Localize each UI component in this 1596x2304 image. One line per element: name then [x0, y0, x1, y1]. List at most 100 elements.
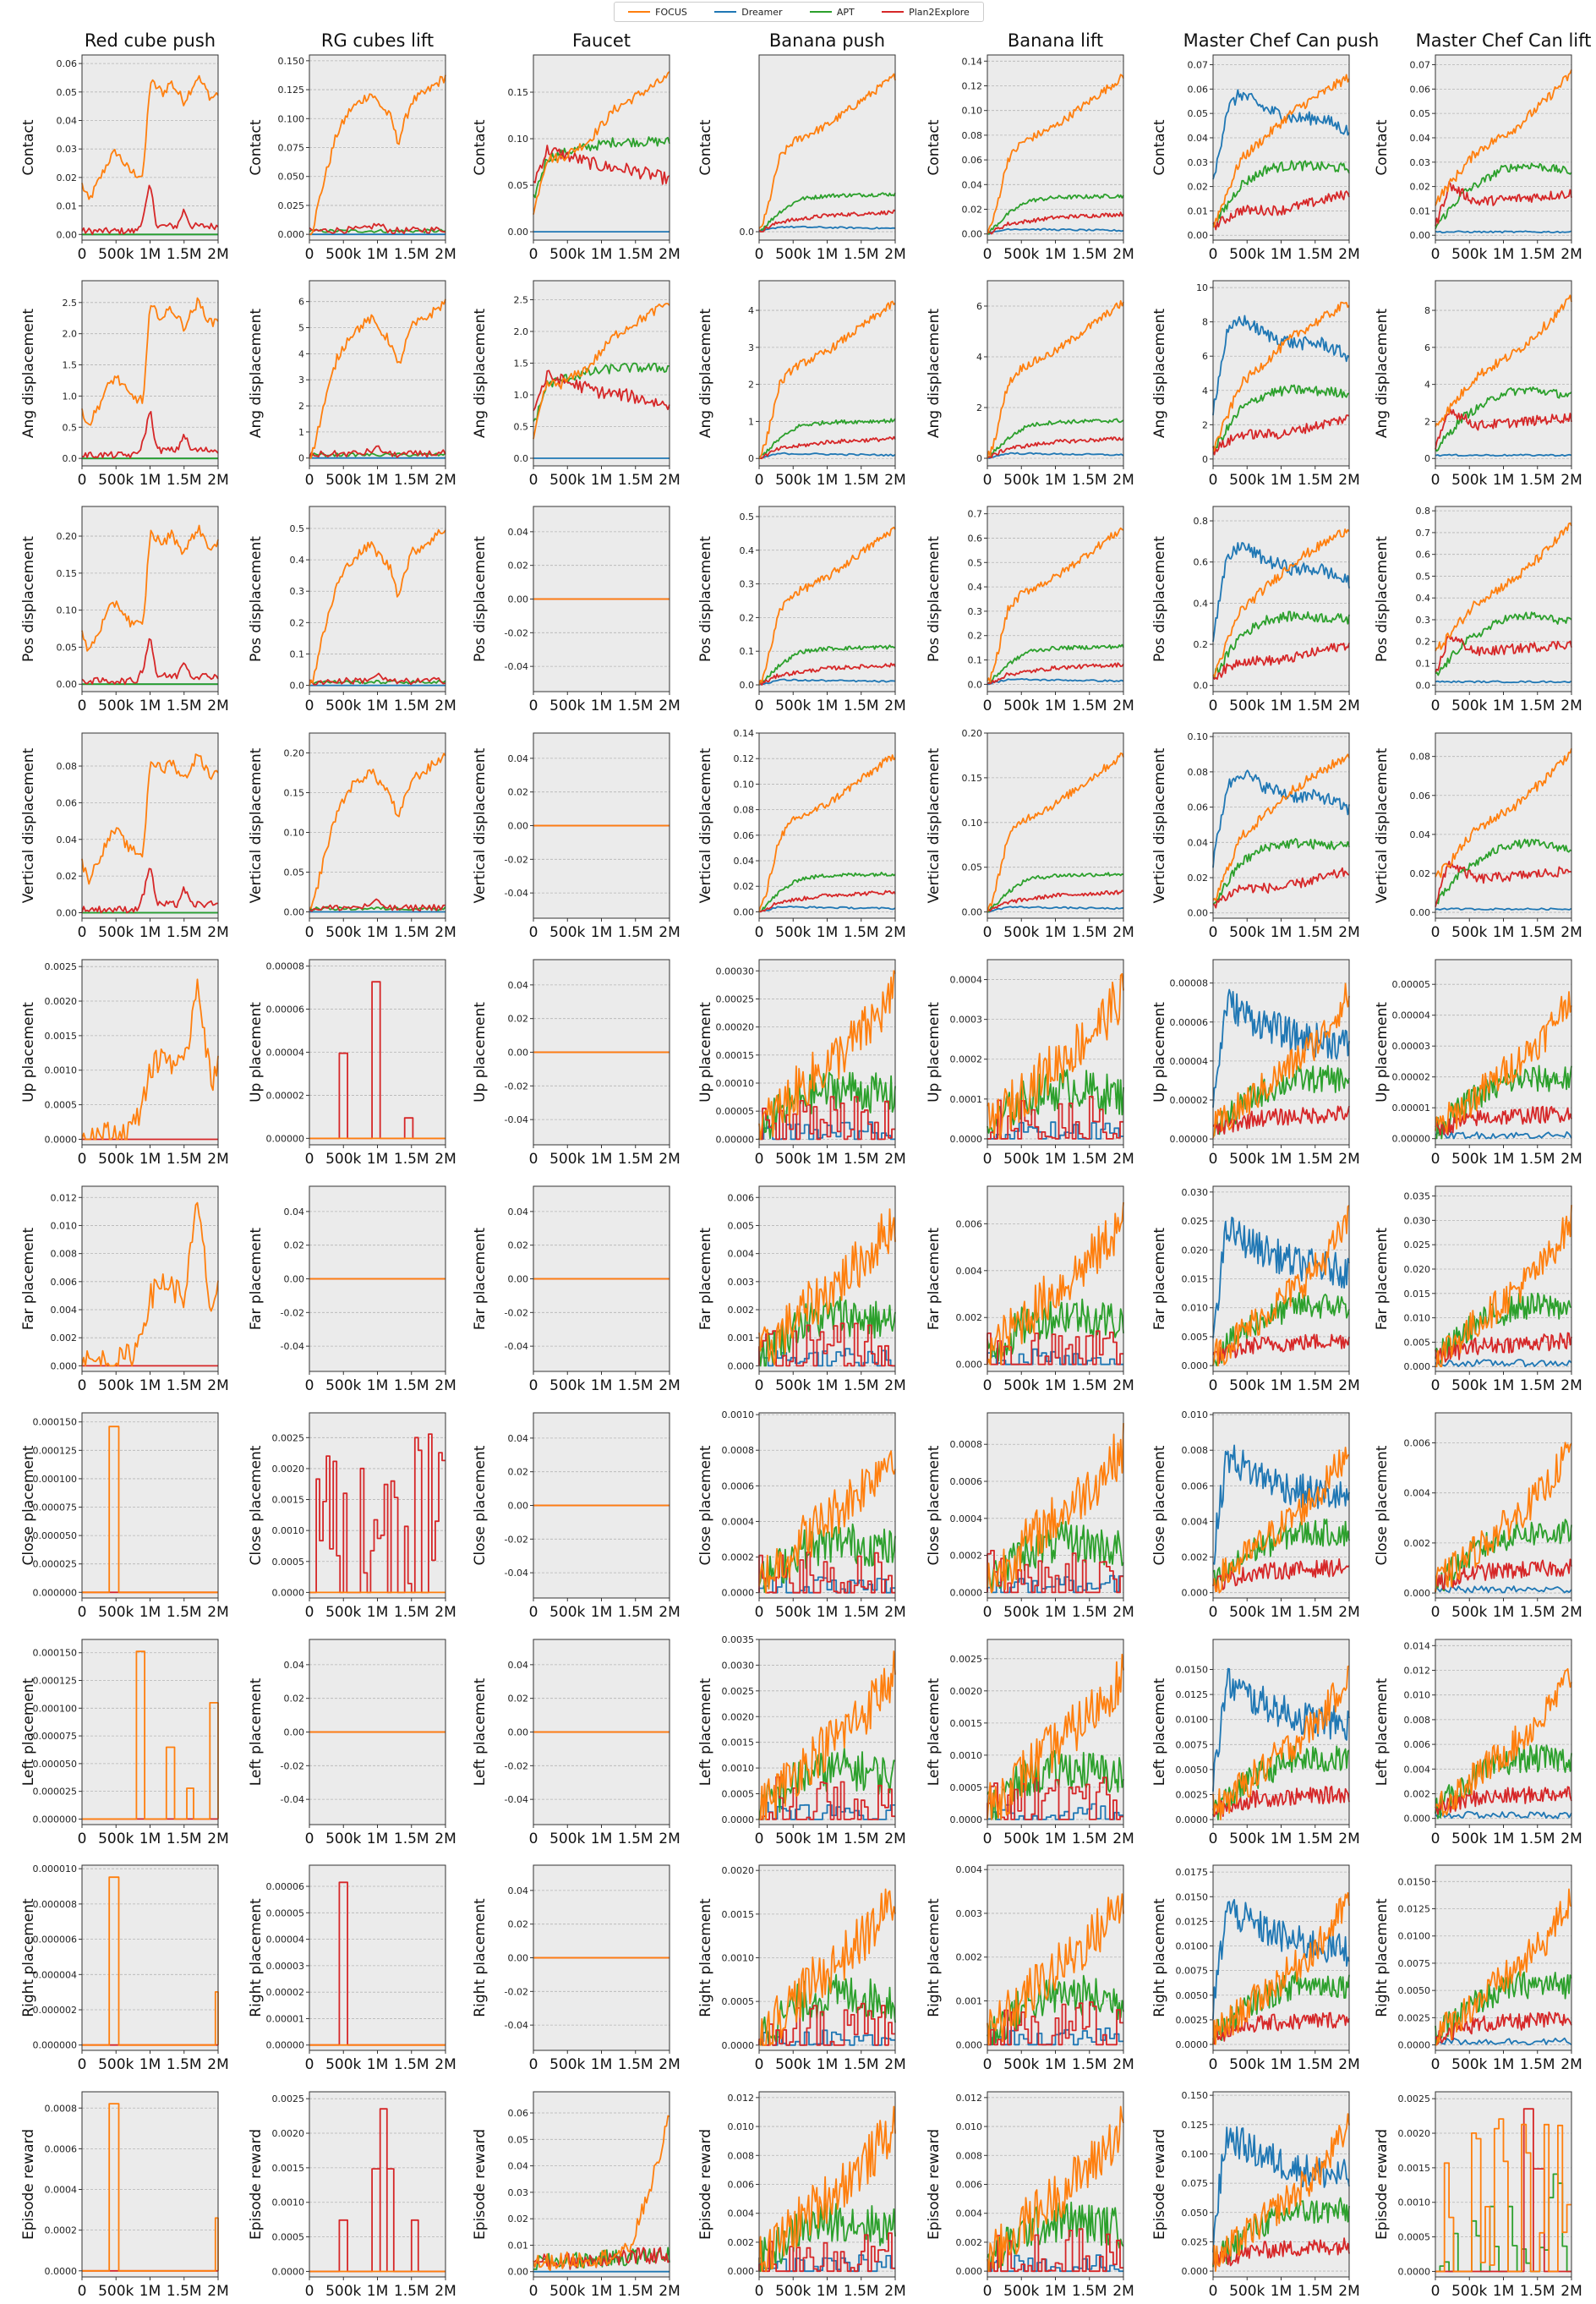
y-axis-label: Right placement [248, 1898, 265, 2017]
y-tick-label: 0.000 [728, 2266, 755, 2277]
x-tick-label: 1.5M [618, 1151, 653, 1168]
panel-frame [758, 1412, 896, 1599]
y-tick-label: 0.06 [1410, 84, 1431, 95]
series-plan2explore [987, 1776, 1123, 1820]
series-plan2explore [81, 867, 219, 914]
x-tick-label: 1M [1271, 2056, 1292, 2073]
y-tick-label: 0.000010 [33, 1863, 78, 1874]
x-tick-label: 500k [1229, 1377, 1265, 1394]
y-tick-label: 0.0075 [1176, 1739, 1209, 1750]
y-tick-label: 1.0 [514, 390, 529, 401]
x-tick-label: 500k [1003, 2283, 1039, 2300]
y-tick-label: 0.00 [508, 821, 529, 832]
y-tick-label: 3 [298, 375, 304, 386]
x-tick-label: 1.5M [1298, 472, 1333, 489]
y-tick-label: 0.000050 [33, 1759, 78, 1770]
series-focus [987, 300, 1124, 459]
x-tick-label: 0 [305, 2283, 314, 2300]
x-tick-label: 500k [1451, 2283, 1487, 2300]
y-tick-label: 0.10 [57, 605, 78, 616]
panel-frame [1212, 732, 1350, 919]
x-tick-label: 2M [1338, 1604, 1359, 1621]
x-tick-label: 0 [1431, 472, 1440, 489]
panel-frame [987, 506, 1124, 692]
y-tick-label: 0.0005 [45, 1100, 78, 1111]
x-tick-label: 1.5M [1520, 2283, 1555, 2300]
x-tick-label: 2M [1338, 1831, 1359, 1847]
series-focus [1212, 528, 1350, 677]
y-tick-label: 0.015 [1404, 1289, 1431, 1300]
x-tick-label: 0 [1431, 2283, 1440, 2300]
y-tick-label: 0.2 [740, 612, 755, 623]
y-tick-label: 0.0010 [722, 1763, 755, 1774]
y-tick-label: 0.7 [1416, 528, 1431, 539]
panel-red-cube-push-far-placement: 0.000 0.002 0.004 0.006 0.008 0.010 0.012 0 500k… [20, 1185, 229, 1394]
y-tick-label: 0.0010 [1398, 2197, 1431, 2208]
x-tick-label: 1M [817, 1377, 838, 1394]
y-tick-label: 0.012 [1404, 1666, 1431, 1677]
y-tick-label: -0.02 [505, 854, 528, 865]
y-tick-label: 0.00000 [1170, 1134, 1209, 1145]
y-tick-label: 0.000006 [33, 1935, 78, 1946]
panel-red-cube-push-pos-displacement: 0.00 0.05 0.10 0.15 0.20 0 500k 1M 1.5M 2M Pos dis… [20, 506, 229, 714]
panel-frame [758, 1639, 896, 1825]
series-focus [1212, 753, 1350, 901]
x-tick-label: 1.5M [844, 924, 879, 941]
y-tick-label: 0.004 [1404, 1488, 1431, 1499]
x-tick-label: 500k [549, 1377, 585, 1394]
x-tick-label: 1M [1493, 698, 1514, 714]
y-tick-label: 0.2 [1416, 637, 1431, 648]
x-tick-label: 500k [1451, 1151, 1487, 1168]
y-axis-label: Close placement [20, 1445, 37, 1565]
y-tick-label: 0.020 [1182, 1245, 1209, 1256]
panel-frame [1212, 54, 1350, 241]
panel-banana-lift-pos-displacement: 0.0 0.1 0.2 0.3 0.4 0.5 0.6 0.7 0 500k 1M 1.5M 2M Pos… [926, 506, 1134, 714]
x-tick-label: 2M [207, 246, 228, 263]
y-tick-label: 0 [976, 453, 982, 464]
series-focus [759, 1650, 896, 1820]
x-tick-label: 1M [1045, 1831, 1066, 1847]
panel-frame [81, 280, 219, 467]
x-tick-label: 1M [817, 924, 838, 941]
x-tick-label: 1.5M [394, 1151, 429, 1168]
y-tick-label: 0.0005 [272, 2232, 305, 2243]
y-tick-label: 0.00002 [1170, 1095, 1209, 1106]
x-tick-label: 0 [983, 924, 992, 941]
series-focus [1435, 748, 1572, 878]
x-tick-label: 1.5M [167, 1151, 202, 1168]
y-tick-label: 0.00 [284, 906, 305, 917]
x-tick-label: 0 [1431, 1151, 1440, 1168]
y-tick-label: 0.0015 [722, 1738, 755, 1749]
x-tick-label: 1.5M [844, 698, 879, 714]
x-tick-label: 1M [591, 1831, 612, 1847]
y-tick-label: 0.0015 [722, 1909, 755, 1920]
x-tick-label: 1.5M [167, 924, 202, 941]
y-tick-label: 0.0010 [272, 1525, 305, 1536]
x-tick-label: 0 [983, 1831, 992, 1847]
panel-banana-push-left-placement: 0.0000 0.0005 0.0010 0.0015 0.0020 0.0025 0.00… [697, 1634, 906, 1847]
x-tick-label: 1M [1271, 924, 1292, 941]
y-tick-label: 0.0100 [1176, 1715, 1209, 1726]
y-tick-label: 0.0 [63, 453, 78, 464]
series-apt [1435, 162, 1572, 229]
y-tick-label: 0.002 [956, 1952, 983, 1963]
y-tick-label: 0.000100 [33, 1703, 78, 1714]
y-tick-label: 0.012 [51, 1192, 78, 1203]
y-tick-label: 0.0010 [722, 1953, 755, 1964]
y-tick-label: 0.05 [962, 862, 983, 873]
x-tick-label: 2M [659, 698, 680, 714]
series-focus [81, 1201, 219, 1367]
x-tick-label: 0 [305, 1377, 314, 1394]
y-axis-label: Up placement [248, 1002, 265, 1103]
panel-faucet-close-placement: -0.04 -0.02 0.00 0.02 0.04 0 500k 1M 1.5M 2M Close… [472, 1412, 680, 1621]
x-tick-label: 1M [817, 472, 838, 489]
y-tick-label: 0.0 [968, 679, 983, 690]
series-dreamer [987, 2027, 1123, 2046]
panel-rg-cubes-lift-up-placement: 0.00000 0.00002 0.00004 0.00006 0.00008 0 500k… [248, 959, 456, 1168]
y-axis-label: Episode reward [1374, 2129, 1391, 2240]
panel-frame [1212, 2091, 1350, 2278]
y-tick-label: 0.100 [1182, 2148, 1209, 2159]
y-tick-label: 2 [1424, 416, 1430, 427]
y-tick-label: 0.00 [284, 1274, 305, 1285]
series-plan2explore [309, 2108, 445, 2273]
